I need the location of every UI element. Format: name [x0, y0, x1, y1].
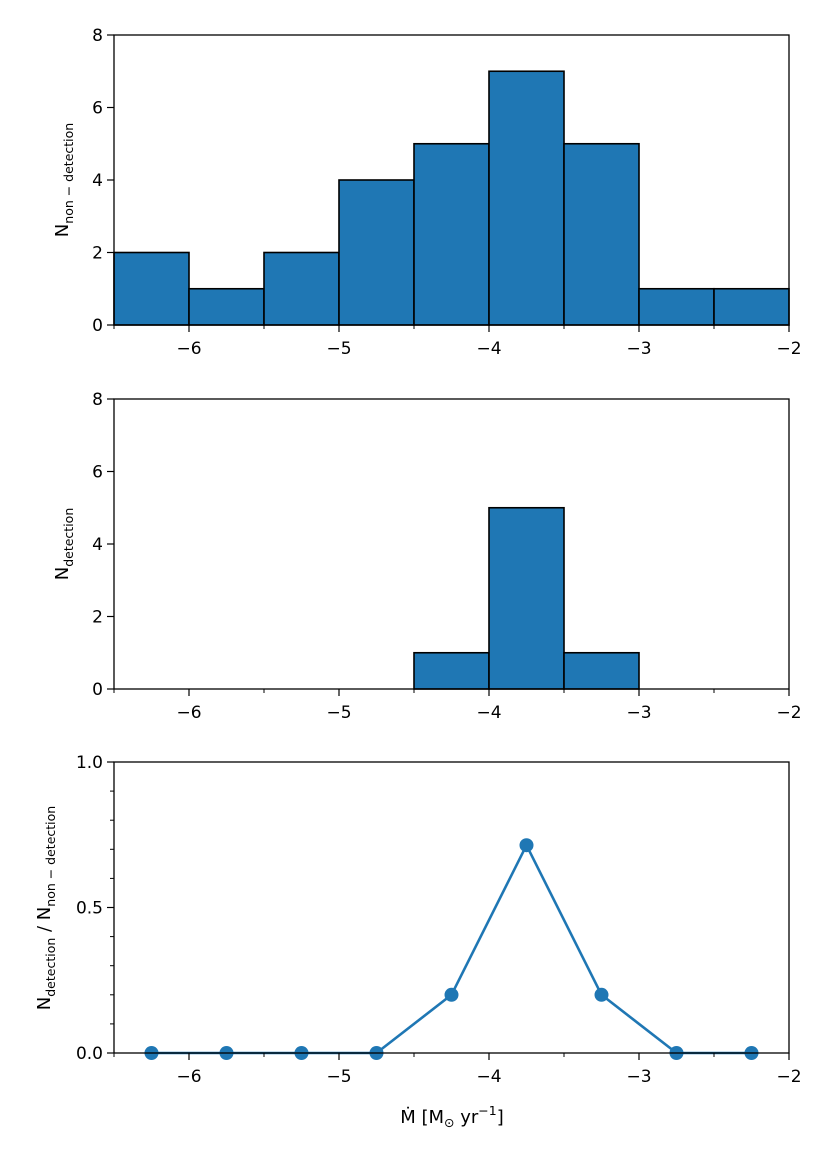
histogram-bar — [638, 287, 715, 326]
y-tick-label: 1.0 — [76, 753, 103, 773]
histogram-bar — [488, 506, 565, 690]
histogram-bar — [488, 70, 565, 326]
panel-ratio: −6 −5 −4 −3 −2 0.0 0.5 1.0 Ndetection / Nnon −… — [34, 753, 802, 1130]
histogram-bars-detection — [413, 506, 640, 690]
ratio-line — [151, 842, 752, 1055]
y-axis: 0.0 0.5 1.0 — [76, 753, 114, 1064]
x-tick-label: −2 — [776, 1067, 801, 1087]
ratio-line-series — [144, 838, 759, 1060]
x-tick-label: −5 — [326, 1067, 351, 1087]
histogram-bar — [263, 251, 340, 326]
y-tick-label: 0.0 — [76, 1044, 103, 1064]
x-tick-label: −4 — [476, 339, 501, 359]
data-point — [519, 838, 534, 853]
x-tick-label: −6 — [176, 703, 201, 723]
y-axis-label: Ndetection / Nnon − detection — [34, 806, 58, 1010]
histogram-bar — [413, 651, 490, 690]
x-tick-label: −4 — [476, 703, 501, 723]
x-tick-label: −3 — [626, 703, 651, 723]
axes-frame — [113, 761, 790, 1054]
x-tick-label: −3 — [626, 1067, 651, 1087]
data-point — [594, 987, 609, 1002]
y-tick-label: 4 — [92, 171, 103, 191]
panel-detection: −6 −5 −4 −3 −2 0 2 4 6 8 Ndetection — [52, 390, 802, 723]
x-axis: −6 −5 −4 −3 −2 — [113, 1053, 802, 1087]
axes-frame — [113, 398, 790, 690]
y-axis-label: Ndetection — [52, 508, 76, 581]
y-tick-label: 6 — [92, 99, 103, 119]
histogram-bar — [563, 651, 640, 690]
y-tick-label: 4 — [92, 535, 103, 555]
x-tick-label: −5 — [326, 703, 351, 723]
y-tick-label: 2 — [92, 244, 103, 264]
histogram-bars-non-detection — [113, 70, 790, 326]
y-axis-label: Nnon − detection — [52, 123, 76, 237]
histogram-bar — [563, 142, 640, 326]
panel-non-detection: −6 −5 −4 −3 −2 0 2 4 6 8 Nnon − detection — [52, 26, 802, 359]
x-tick-label: −6 — [176, 339, 201, 359]
histogram-bar — [113, 251, 190, 326]
histogram-bar — [413, 142, 490, 326]
x-axis-label: Ṁ [M⊙ yr−1] — [400, 1103, 504, 1130]
histogram-bar — [338, 179, 415, 326]
data-point — [444, 987, 459, 1002]
x-axis: −6 −5 −4 −3 −2 — [113, 325, 802, 359]
y-tick-label: 8 — [92, 390, 103, 410]
y-axis: 0 2 4 6 8 — [92, 390, 114, 700]
x-tick-label: −5 — [326, 339, 351, 359]
y-tick-label: 0.5 — [76, 899, 103, 919]
y-axis: 0 2 4 6 8 — [92, 26, 114, 336]
y-tick-label: 2 — [92, 608, 103, 628]
x-axis: −6 −5 −4 −3 −2 — [113, 689, 802, 723]
y-tick-label: 6 — [92, 463, 103, 483]
y-tick-label: 0 — [92, 680, 103, 700]
y-tick-label: 0 — [92, 316, 103, 336]
x-tick-label: −4 — [476, 1067, 501, 1087]
histogram-bar — [713, 287, 790, 326]
x-tick-label: −2 — [776, 703, 801, 723]
y-tick-label: 8 — [92, 26, 103, 46]
histogram-bar — [188, 287, 265, 326]
x-tick-label: −6 — [176, 1067, 201, 1087]
x-tick-label: −2 — [776, 339, 801, 359]
x-tick-label: −3 — [626, 339, 651, 359]
